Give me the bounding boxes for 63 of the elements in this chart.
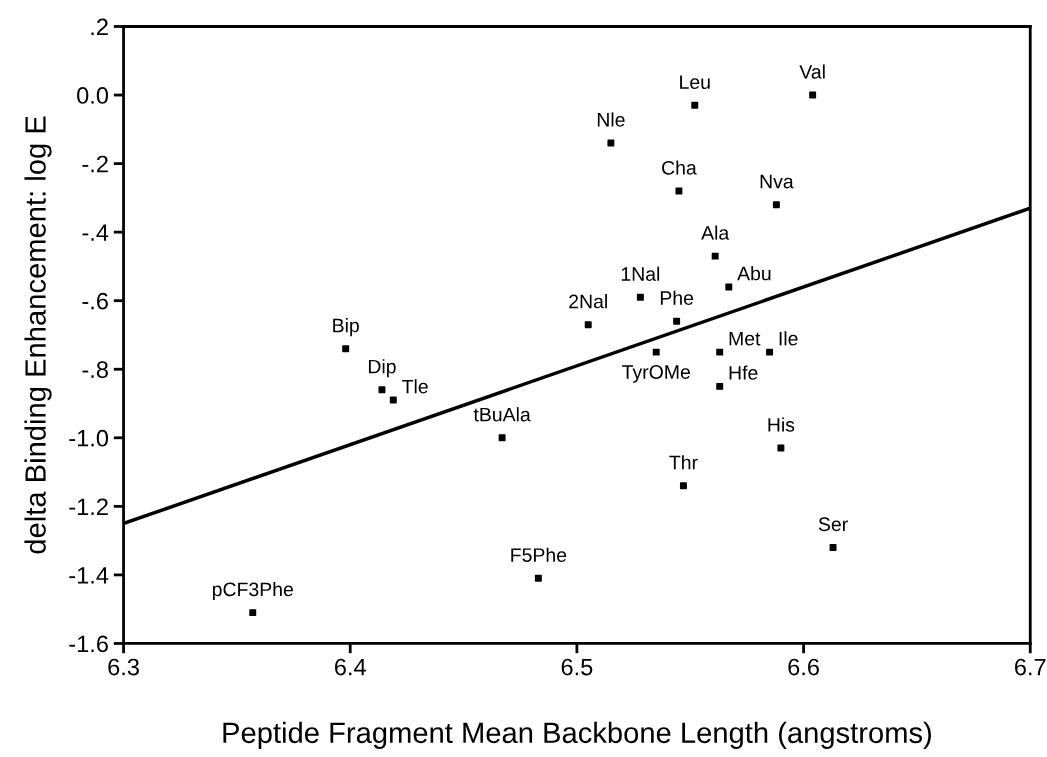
point	[652, 348, 660, 356]
y-tick-label: -.4	[82, 224, 109, 241]
point	[498, 434, 506, 442]
point	[378, 386, 386, 394]
point	[675, 187, 683, 195]
point	[249, 609, 257, 617]
y-axis-title: delta Binding Enhancement: log E	[24, 116, 52, 554]
point	[679, 482, 687, 490]
x-tick-label: 6.5	[561, 658, 593, 676]
point	[673, 317, 681, 325]
y-tick-label: -1.2	[69, 498, 108, 515]
annotation: TyrOMe	[622, 365, 690, 383]
x-tick-label: 6.7	[1015, 658, 1046, 676]
point	[711, 252, 719, 260]
annotation: Leu	[680, 75, 710, 89]
annotation: Dip	[368, 359, 396, 378]
annotation: 1Nal	[621, 266, 660, 281]
point	[342, 345, 350, 353]
point	[584, 321, 592, 329]
y-tick-label: -1.4	[69, 567, 109, 584]
point	[766, 348, 774, 356]
point	[725, 283, 733, 291]
annotation: Ala	[701, 225, 730, 240]
annotation: Bip	[333, 318, 359, 337]
y-tick-label: -.2	[82, 155, 108, 173]
annotation: Ser	[818, 517, 848, 532]
point	[716, 348, 724, 356]
point	[772, 201, 780, 209]
point	[829, 544, 837, 551]
point	[534, 574, 542, 582]
x-tick-label: 6.6	[788, 658, 819, 676]
y-tick-label: 0.0	[77, 87, 109, 104]
y-tick-label: .2	[91, 18, 108, 36]
point	[777, 444, 785, 452]
x-tick-label: 6.3	[108, 658, 139, 676]
point	[691, 101, 699, 109]
annotation: Met	[729, 331, 761, 346]
annotation: F5Phe	[511, 547, 567, 562]
annotation: Abu	[737, 266, 771, 281]
annotation: 2Nal	[569, 294, 607, 309]
point	[809, 91, 817, 99]
annotation: Nva	[760, 174, 794, 189]
annotation: Tle	[402, 379, 428, 394]
x-tick-label: 6.4	[335, 658, 366, 676]
annotation: Thr	[669, 455, 698, 470]
annotation: Hfe	[729, 365, 758, 380]
y-tick-label: -1.0	[69, 429, 109, 447]
y-tick-label: -.6	[82, 292, 108, 310]
annotation: His	[768, 417, 795, 432]
annotation: Cha	[662, 160, 697, 175]
annotation: tBuAla	[473, 407, 531, 422]
annotation: Nle	[597, 112, 625, 127]
annotation: Val	[799, 64, 825, 79]
annotation: Ile	[779, 331, 798, 346]
point	[389, 396, 397, 404]
x-axis-title: Peptide Fragment Mean Backbone Length (angstroms)	[223, 721, 931, 749]
annotation: pCF3Phe	[212, 581, 293, 601]
point	[607, 139, 615, 147]
y-tick-label: -1.6	[69, 635, 108, 653]
y-tick-label: -.8	[82, 361, 108, 379]
point	[716, 382, 724, 390]
point	[636, 293, 644, 301]
annotation: Phe	[660, 290, 694, 305]
